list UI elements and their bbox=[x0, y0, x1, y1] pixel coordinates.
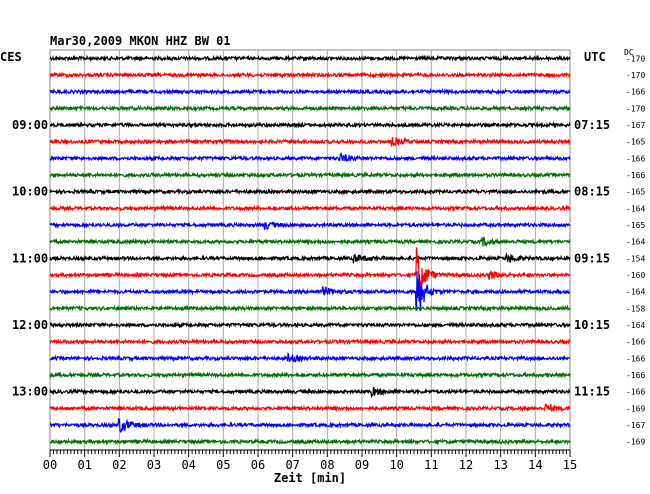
trace-line bbox=[49, 403, 571, 413]
x-tick-label: 03 bbox=[147, 458, 161, 472]
right-time-label: 08:15 bbox=[574, 185, 610, 199]
trace-line bbox=[49, 371, 571, 379]
trace-group bbox=[49, 54, 571, 446]
trace-line bbox=[49, 236, 571, 248]
x-axis: 00 01 02 03 04 05 06 07 08 09 10 11 12 13 14 15 bbox=[43, 449, 577, 472]
dc-offset-label: -170 bbox=[626, 54, 645, 63]
dc-offset-label: -170 bbox=[626, 71, 645, 80]
x-tick-label: 01 bbox=[77, 458, 91, 472]
dc-offset-label: -154 bbox=[626, 254, 645, 263]
x-tick-label: 02 bbox=[112, 458, 126, 472]
left-axis-title: CES bbox=[0, 50, 22, 64]
chart-title: Mar30,2009 MKON HHZ BW 01 bbox=[50, 34, 231, 48]
trace-line bbox=[49, 54, 571, 63]
trace-line bbox=[49, 151, 571, 163]
trace-line bbox=[49, 221, 571, 231]
trace-line bbox=[49, 121, 571, 129]
x-tick-label: 08 bbox=[320, 458, 334, 472]
trace-line bbox=[49, 437, 571, 446]
trace-line bbox=[49, 321, 571, 329]
trace-line bbox=[49, 171, 571, 179]
dc-offset-label: -164 bbox=[626, 238, 645, 247]
dc-offset-label: -158 bbox=[626, 304, 645, 313]
dc-offset-label: -166 bbox=[626, 354, 645, 363]
trace-line bbox=[49, 87, 571, 96]
right-time-label: 09:15 bbox=[574, 251, 610, 265]
dc-offset-label: -169 bbox=[626, 404, 645, 413]
dc-offset-label: -164 bbox=[626, 321, 645, 330]
x-tick-label: 15 bbox=[563, 458, 577, 472]
dc-offset-label: -164 bbox=[626, 288, 645, 297]
trace-line bbox=[49, 304, 571, 313]
dc-offset-label: -166 bbox=[626, 338, 645, 347]
dc-label: DC bbox=[624, 48, 634, 57]
dc-offset-label: -165 bbox=[626, 138, 645, 147]
trace-line bbox=[49, 417, 571, 433]
trace-line bbox=[49, 386, 571, 399]
x-tick-label: 04 bbox=[181, 458, 195, 472]
right-time-label: 11:15 bbox=[574, 385, 610, 399]
left-time-label: 13:00 bbox=[12, 385, 48, 399]
dc-offset-label: -166 bbox=[626, 88, 645, 97]
left-time-label: 11:00 bbox=[12, 251, 48, 265]
dc-offset-label: -166 bbox=[626, 154, 645, 163]
left-time-label: 10:00 bbox=[12, 185, 48, 199]
plot-grid bbox=[49, 49, 571, 451]
x-tick-label: 00 bbox=[43, 458, 57, 472]
x-tick-label: 07 bbox=[285, 458, 299, 472]
trace-line bbox=[49, 271, 571, 312]
time-label-group: -170 -170 -166 -170 -167 -165 -166 -166 -165 -164… bbox=[12, 54, 645, 446]
dc-offset-label: -167 bbox=[626, 421, 645, 430]
trace-line bbox=[49, 104, 571, 113]
x-tick-label: 06 bbox=[251, 458, 265, 472]
dc-offset-label: -166 bbox=[626, 171, 645, 180]
x-tick-label: 12 bbox=[459, 458, 473, 472]
trace-line bbox=[49, 71, 571, 79]
dc-offset-label: -165 bbox=[626, 188, 645, 197]
dc-offset-label: -165 bbox=[626, 221, 645, 230]
x-tick-label: 10 bbox=[389, 458, 403, 472]
trace-line bbox=[49, 247, 571, 298]
left-time-label: 12:00 bbox=[12, 318, 48, 332]
trace-line bbox=[49, 352, 571, 364]
x-axis-label: Zeit [min] bbox=[274, 471, 346, 485]
trace-line bbox=[49, 337, 571, 346]
dc-offset-label: -167 bbox=[626, 121, 645, 130]
x-tick-label: 09 bbox=[355, 458, 369, 472]
trace-line bbox=[49, 136, 571, 147]
x-tick-label: 05 bbox=[216, 458, 230, 472]
trace-line bbox=[49, 204, 571, 213]
dc-offset-label: -166 bbox=[626, 388, 645, 397]
x-tick-label: 11 bbox=[424, 458, 438, 472]
left-time-label: 09:00 bbox=[12, 118, 48, 132]
dc-offset-label: -170 bbox=[626, 104, 645, 113]
right-time-label: 10:15 bbox=[574, 318, 610, 332]
right-axis-title: UTC bbox=[584, 50, 606, 64]
dc-offset-label: -160 bbox=[626, 271, 645, 280]
x-tick-label: 13 bbox=[493, 458, 507, 472]
x-tick-label: 14 bbox=[528, 458, 542, 472]
dc-offset-label: -166 bbox=[626, 371, 645, 380]
trace-line bbox=[49, 187, 571, 196]
dc-offset-label: -164 bbox=[626, 204, 645, 213]
right-time-label: 07:15 bbox=[574, 118, 610, 132]
dc-offset-label: -169 bbox=[626, 438, 645, 447]
trace-line bbox=[49, 251, 571, 264]
